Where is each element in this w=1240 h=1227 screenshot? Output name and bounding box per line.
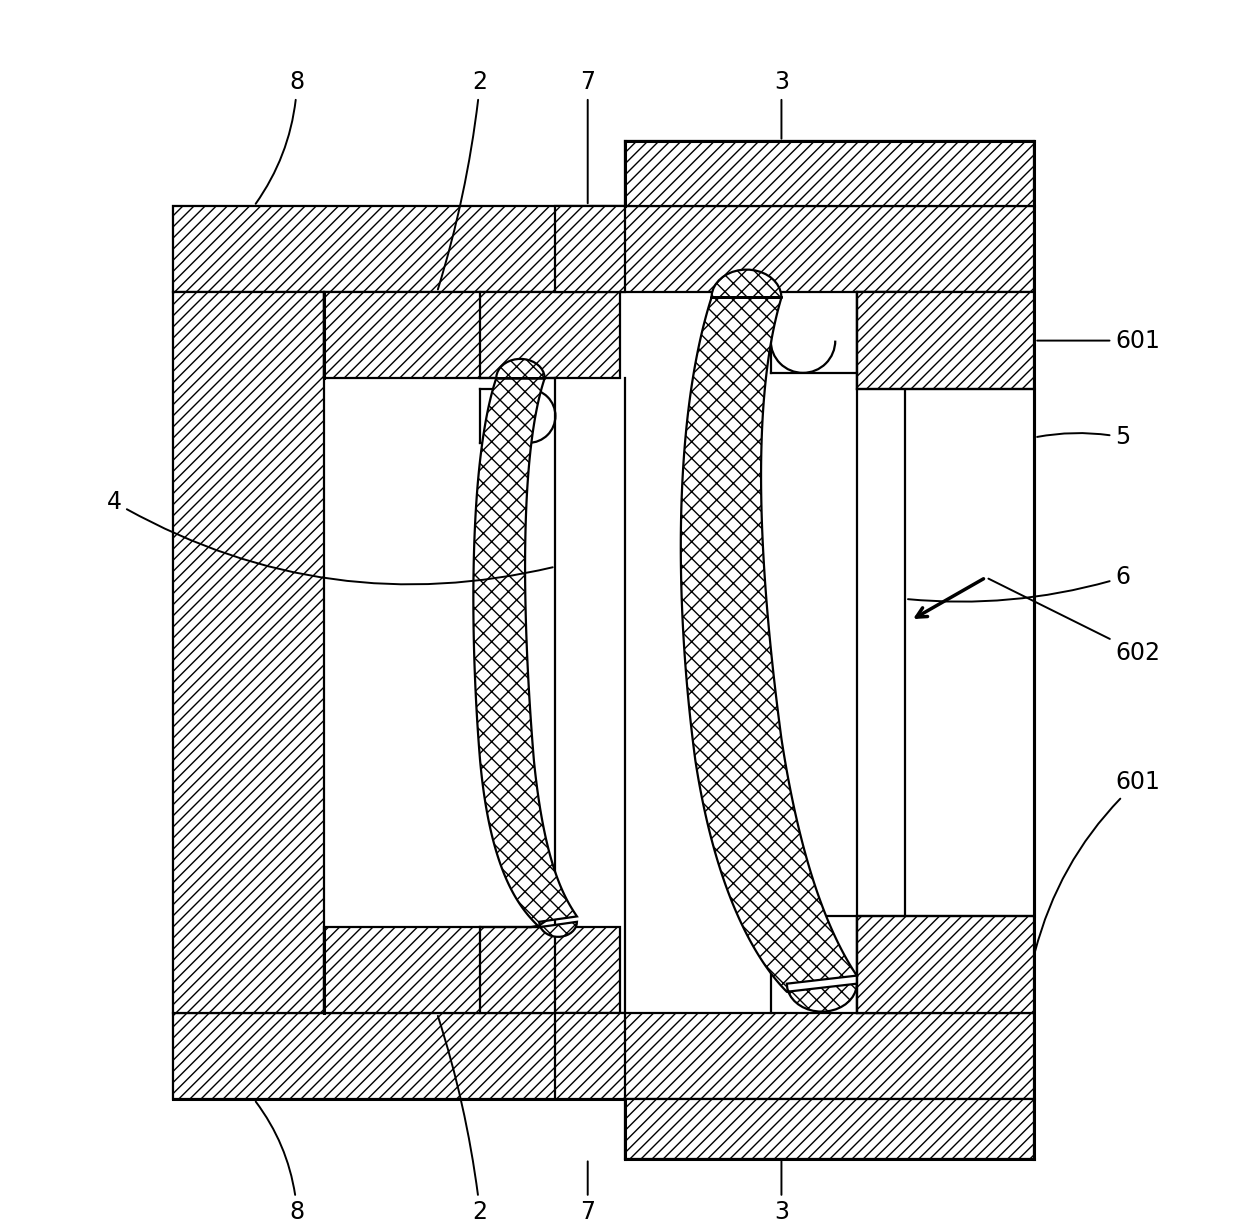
Bar [556, 206, 625, 292]
Bar [174, 206, 1034, 1099]
Text: 7: 7 [580, 1162, 595, 1225]
Bar [857, 917, 1034, 1014]
Text: 3: 3 [774, 70, 789, 139]
Text: 7: 7 [580, 70, 595, 204]
Bar [174, 292, 324, 1014]
Text: 601: 601 [1037, 329, 1159, 352]
Bar [857, 292, 905, 1014]
Bar [324, 928, 620, 1014]
Text: 6: 6 [908, 566, 1130, 601]
Text: 3: 3 [774, 1162, 789, 1225]
Text: 5: 5 [1037, 426, 1131, 449]
Text: 8: 8 [255, 1102, 305, 1225]
Text: 8: 8 [255, 70, 305, 204]
Bar [625, 141, 1034, 206]
Bar [625, 1099, 1034, 1158]
Text: 2: 2 [438, 70, 487, 290]
Bar [174, 1014, 1034, 1099]
Text: 601: 601 [1035, 769, 1159, 951]
Polygon shape [681, 270, 857, 1011]
Polygon shape [474, 360, 577, 937]
Bar [324, 292, 620, 378]
Text: 602: 602 [988, 579, 1161, 665]
Bar [174, 206, 1034, 292]
Text: 4: 4 [107, 490, 553, 584]
Bar [556, 1014, 625, 1099]
Bar [857, 292, 1034, 389]
Text: 2: 2 [438, 1016, 487, 1225]
